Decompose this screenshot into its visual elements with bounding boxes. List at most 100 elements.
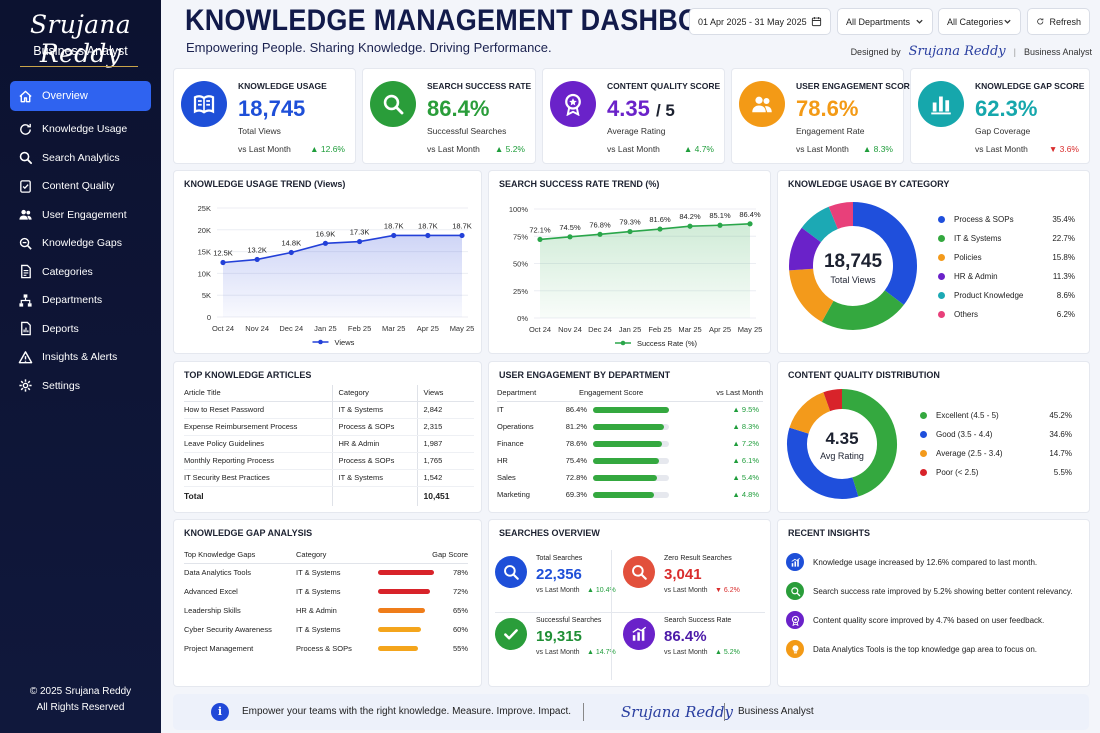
insights-card: RECENT INSIGHTS Knowledge usage increase… (777, 519, 1090, 687)
engagement-bar-cell (593, 486, 685, 503)
engagement-score: 69.3% (565, 490, 587, 499)
categories-dropdown[interactable]: All Categories (938, 8, 1021, 35)
departments-dropdown[interactable]: All Departments (837, 8, 933, 35)
table-row[interactable]: Expense Reimbursement Process Process & S… (184, 418, 474, 436)
kpi-value: 86.4% (427, 96, 489, 122)
articles-card: TOP KNOWLEDGE ARTICLES Article Title Cate… (173, 361, 482, 513)
sidebar-item-knowledge-gaps[interactable]: Knowledge Gaps (10, 229, 151, 258)
search-stat-icon (495, 618, 527, 650)
articles-title: TOP KNOWLEDGE ARTICLES (184, 370, 312, 380)
sidebar-item-knowledge-usage[interactable]: Knowledge Usage (10, 115, 151, 144)
search-stat-change: ▼ 6.2% (715, 587, 740, 594)
legend-label: Views (335, 338, 355, 347)
legend-value: 22.7% (1052, 234, 1075, 243)
gap-score: 60% (452, 625, 468, 634)
divider: | (1013, 46, 1016, 57)
data-point (717, 222, 723, 228)
sidebar-item-user-engagement[interactable]: User Engagement (10, 201, 151, 230)
donut-slice (841, 389, 897, 497)
sidebar-item-insights-alerts[interactable]: Insights & Alerts (10, 343, 151, 372)
table-row[interactable]: Leave Policy Guidelines HR & Admin 1,987 (184, 435, 474, 453)
quality-legend: Excellent (4.5 - 5) 45.2% Good (3.5 - 4.4)… (920, 406, 1072, 482)
sidebar-item-overview[interactable]: Overview (10, 81, 151, 111)
x-tick-label: Apr 25 (709, 325, 731, 334)
insight-text: Knowledge usage increased by 12.6% compa… (813, 557, 1038, 567)
y-tick-label: 0 (207, 313, 211, 322)
gap-name: Project Management (184, 644, 254, 653)
table-row[interactable]: IT 86.4% ▲ 9.5% (497, 401, 763, 418)
kpi-subtitle: Engagement Rate (796, 126, 865, 136)
data-point (391, 232, 397, 239)
sidebar-item-categories[interactable]: Categories (10, 258, 151, 287)
sidebar-item-departments[interactable]: Departments (10, 286, 151, 315)
table-row[interactable]: Cyber Security Awareness IT & Systems 60% (184, 620, 468, 639)
sidebar-item-label: Deports (42, 322, 79, 335)
x-tick-label: Jan 25 (619, 325, 642, 334)
sidebar-item-label: Categories (42, 265, 93, 278)
table-row[interactable]: IT Security Best Practices IT & Systems 1,… (184, 469, 474, 487)
search-stat-icon (623, 556, 655, 588)
table-row[interactable]: Finance 78.6% ▲ 7.2% (497, 435, 763, 452)
quality-center: 4.35 Avg Rating (786, 429, 898, 461)
kpi-card-content-quality-score: CONTENT QUALITY SCORE 4.35 / 5 Average Rat… (542, 68, 725, 164)
sidebar-item-search-analytics[interactable]: Search Analytics (10, 144, 151, 173)
footer-message: Empower your teams with the right knowle… (242, 706, 572, 717)
x-tick-label: Oct 24 (529, 325, 551, 334)
table-row[interactable]: HR 75.4% ▲ 6.1% (497, 452, 763, 469)
table-row[interactable]: Project Management Process & SOPs 55% (184, 639, 468, 658)
data-point (288, 249, 294, 256)
sidebar-item-settings[interactable]: Settings (10, 372, 151, 401)
insight-item: Content quality score improved by 4.7% b… (786, 611, 1044, 629)
table-row[interactable]: Advanced Excel IT & Systems 72% (184, 582, 468, 601)
data-point (687, 223, 693, 229)
calendar-icon (811, 17, 822, 27)
table-row[interactable]: How to Reset Password IT & Systems 2,842 (184, 401, 474, 419)
refresh-button[interactable]: Refresh (1027, 8, 1090, 35)
table-row[interactable]: Sales 72.8% ▲ 5.4% (497, 469, 763, 486)
department-name: HR (497, 456, 508, 465)
table-row[interactable]: Operations 81.2% ▲ 8.3% (497, 418, 763, 435)
donut-slice (789, 268, 835, 322)
insight-item: Search success rate improved by 5.2% sho… (786, 582, 1073, 600)
departments-value: All Departments (846, 16, 911, 27)
kpi-title: USER ENGAGEMENT SCORE (796, 81, 916, 91)
table-row[interactable]: Monthly Reporting Process Process & SOPs 1… (184, 452, 474, 470)
legend-dot (938, 235, 945, 242)
kpi-compare-label: vs Last Month (238, 144, 291, 154)
chevron-down-icon (916, 19, 923, 24)
engagement-score: 75.4% (565, 456, 587, 465)
kpi-icon-circle (739, 81, 785, 127)
quality-title: CONTENT QUALITY DISTRIBUTION (788, 370, 940, 380)
gap-name: Advanced Excel (184, 587, 238, 596)
sidebar-item-content-quality[interactable]: Content Quality (10, 172, 151, 201)
footer-divider (724, 703, 725, 721)
table-row[interactable]: Data Analytics Tools IT & Systems 78% (184, 563, 468, 582)
article-views: 1,987 (416, 435, 474, 453)
engagement-change: ▲ 8.3% (732, 422, 759, 431)
table-row[interactable]: Leadership Skills HR & Admin 65% (184, 601, 468, 620)
table-row[interactable]: Marketing 69.3% ▲ 4.8% (497, 486, 763, 503)
column-header: Views (416, 385, 474, 402)
article-category: IT & Systems (331, 469, 417, 487)
y-tick-label: 25% (513, 287, 528, 296)
sidebar-item-label: Overview (42, 90, 88, 102)
searches-divider (611, 550, 612, 680)
kpi-title: CONTENT QUALITY SCORE (607, 81, 721, 91)
data-point (254, 256, 260, 263)
article-title: How to Reset Password (184, 401, 332, 419)
award-icon (565, 93, 581, 116)
kpi-value-number: 4.35 (607, 96, 650, 121)
data-point (747, 221, 753, 227)
engagement-card: USER ENGAGEMENT BY DEPARTMENT Department… (488, 361, 771, 513)
y-tick-label: 0% (517, 314, 528, 323)
legend-marker (318, 339, 323, 345)
donut-slice (821, 289, 904, 330)
data-label: 85.1% (709, 211, 731, 220)
data-point (356, 238, 363, 245)
date-range-picker[interactable]: 01 Apr 2025 - 31 May 2025 (689, 8, 831, 35)
x-tick-label: Dec 24 (588, 325, 612, 334)
sidebar-item-label: Insights & Alerts (42, 351, 118, 364)
search-stat-compare: vs Last Month (536, 587, 580, 594)
sidebar-item-deports[interactable]: Deports (10, 315, 151, 344)
designed-by-label: Designed by (850, 46, 901, 57)
